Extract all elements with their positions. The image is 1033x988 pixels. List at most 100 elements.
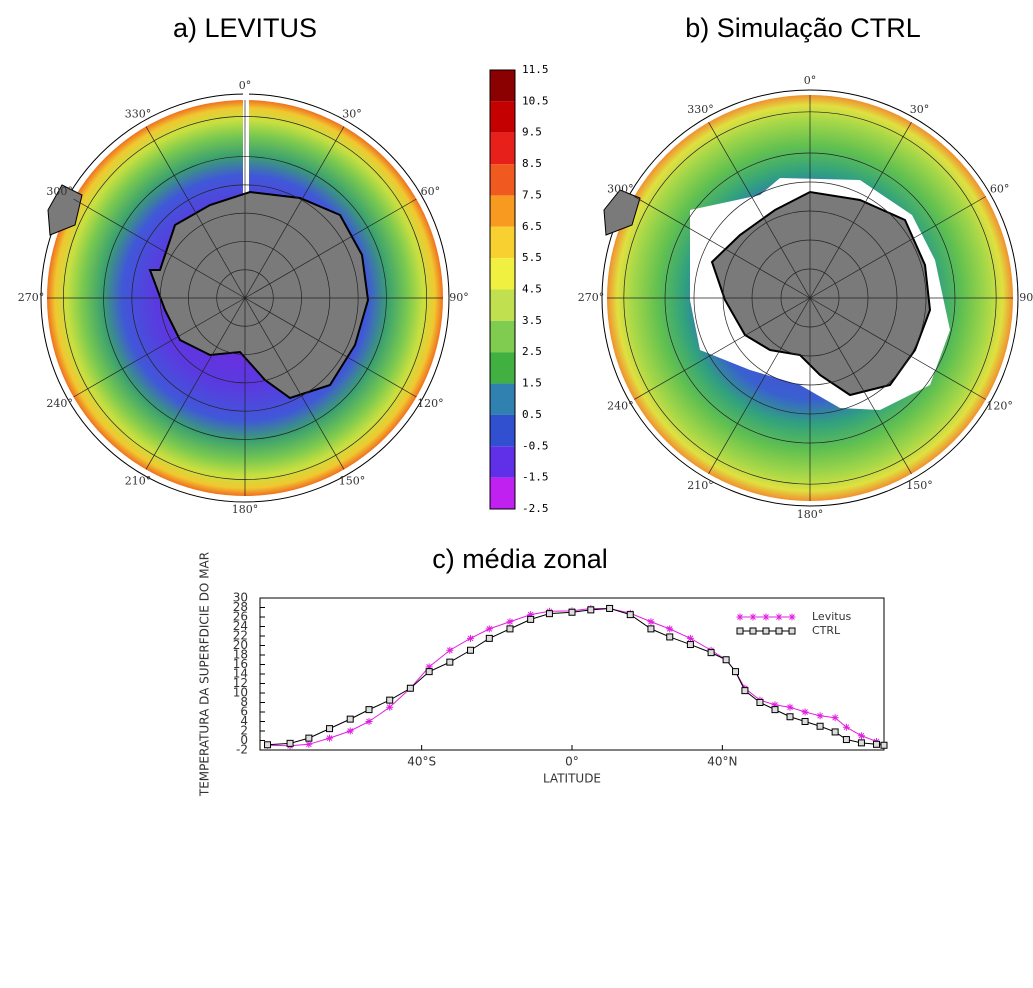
y-tick-label: 0 [240,733,248,747]
longitude-label: 90° [449,291,469,304]
y-tick-label: 20 [233,638,248,652]
marker [606,604,614,612]
marker [446,646,454,654]
longitude-label: 300° [607,183,634,196]
marker [647,618,655,626]
y-tick-label: 16 [233,657,248,671]
longitude-label: 120° [417,397,444,410]
marker [736,627,744,635]
x-tick-label: 40°N [707,755,737,769]
y-tick-label: 4 [240,714,248,728]
longitude-label: 120° [986,400,1013,413]
color-band [490,164,515,196]
colorbar-frame [489,69,516,510]
meridian [809,297,912,474]
colorbar-label: 0.5 [522,408,542,421]
plot-frame [259,597,885,751]
marker [666,625,674,633]
x-tick-label: 0° [565,755,579,769]
meridian [73,198,246,299]
y-tick-label: -2 [236,743,248,757]
longitude-label: 240° [46,397,73,410]
marker [786,713,794,721]
longitude-label: 240° [607,400,634,413]
meridian [244,297,417,398]
meridian [809,196,986,299]
y-tick-label: 28 [233,600,248,614]
marker [425,668,433,676]
marker [365,718,373,725]
longitude-label: 30° [910,103,930,116]
meridian [809,297,986,400]
longitude-label: 180° [232,503,259,516]
marker [775,627,783,635]
meridian [244,198,417,299]
marker [365,706,373,714]
color-band [490,195,515,227]
longitude-label: 0° [804,74,817,87]
map-title: b) Simulação CTRL [685,13,921,43]
colorbar-label: 6.5 [522,220,542,233]
color-band [490,352,515,384]
marker [305,740,313,748]
y-tick-label: 24 [233,619,248,633]
longitude-label: 60° [421,185,441,198]
colorbar-label: -2.5 [522,502,549,515]
color-band [490,132,515,165]
longitude-label: 90° [1019,291,1033,304]
marker [762,613,770,621]
marker [686,634,694,642]
longitude-label: 30° [342,107,362,120]
meridian [244,126,345,299]
marker [786,703,794,711]
marker [771,701,779,709]
marker [527,615,535,623]
longitude-label: 300° [46,185,73,198]
marker [707,649,715,657]
color-band [490,70,515,102]
marker [872,740,880,748]
marker [816,722,824,730]
y-tick-label: 6 [240,705,248,719]
marker [406,684,414,692]
longitude-label: 330° [687,103,714,116]
color-band [490,101,515,133]
marker [386,696,394,704]
colorbar: 11.5 10.5 9.5 8.5 7.5 6.5 5.5 4.5 3.5 2.5 1.5 0.5 -0… [489,63,549,515]
y-tick-label: 18 [233,648,248,662]
x-tick-label: 40°S [407,755,436,769]
meridian [145,126,246,299]
data-gap [243,88,249,198]
marker [762,627,770,635]
longitude-label: 180° [797,508,824,521]
marker [749,627,757,635]
marker [771,706,779,714]
longitude-label: 210° [687,479,714,492]
marker [741,687,749,695]
map-title: a) LEVITUS [173,13,317,43]
marker [346,715,354,723]
chart-title: c) média zonal [432,544,608,574]
longitude-label: 0° [239,79,252,92]
longitude-label: 150° [339,475,366,488]
marker [467,646,475,654]
colorbar-label: 1.5 [522,377,542,390]
marker [857,732,865,740]
color-band [490,477,515,509]
marker [568,608,576,616]
meridian [145,297,246,470]
meridian [809,122,912,299]
marker [506,625,514,633]
polar-map: 0° 30° 60° 90° 120° 150° 180° 210° 240° 270° 300° 3… [578,74,1033,521]
x-axis-label: LATITUDE [543,772,601,786]
marker [722,656,730,664]
meridian [708,122,811,299]
y-tick-label: 8 [240,695,248,709]
longitude-label: 270° [18,291,45,304]
line [267,607,885,747]
marker [801,708,809,716]
color-band [490,446,515,478]
marker [545,610,553,618]
marker [305,734,313,742]
marker [842,736,850,744]
